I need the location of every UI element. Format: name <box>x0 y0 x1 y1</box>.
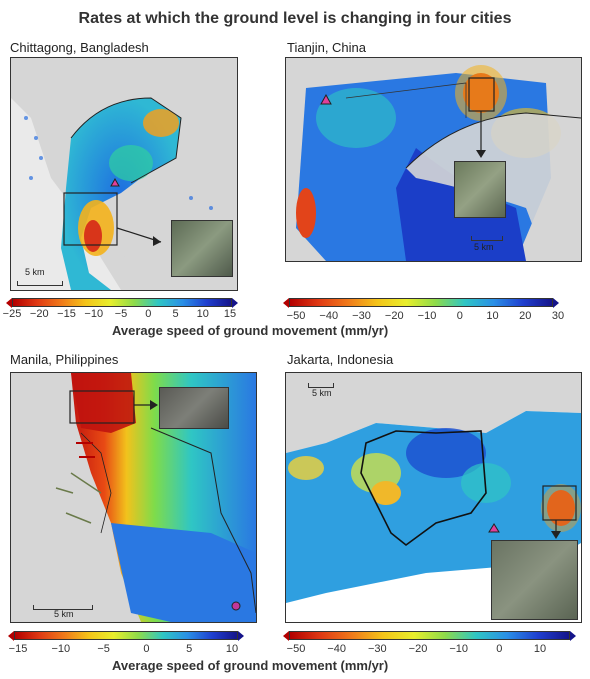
tick: −15 <box>8 643 28 655</box>
tick: 20 <box>519 310 532 322</box>
tick: −5 <box>97 643 110 655</box>
colorbar-arrow-left-3 <box>8 631 14 641</box>
tick: −40 <box>327 643 347 655</box>
tick: −30 <box>367 643 387 655</box>
satellite-inset-manila <box>159 387 229 429</box>
tick: 5 <box>186 643 193 655</box>
tick: 0 <box>145 308 152 320</box>
colorbar-label-top: Average speed of ground movement (mm/yr) <box>112 323 389 338</box>
map-manila[interactable]: 5 km <box>10 372 257 623</box>
tick: 10 <box>225 643 239 655</box>
tick: 10 <box>486 310 499 322</box>
map-jakarta[interactable]: 5 km <box>285 372 582 623</box>
colorbar-arrow-left-1 <box>6 298 12 308</box>
satellite-inset-jakarta <box>491 540 578 620</box>
figure-title: Rates at which the ground level is chang… <box>78 10 512 27</box>
tick: −5 <box>114 308 128 320</box>
scale-bar-manila <box>33 605 93 610</box>
panel-title-chittagong: Chittagong, Bangladesh <box>10 40 149 55</box>
tick: 10 <box>196 308 209 320</box>
tick: −20 <box>29 308 49 320</box>
map-chittagong[interactable]: 5 km <box>10 57 238 291</box>
tick: −10 <box>449 643 469 655</box>
tick: −10 <box>51 643 71 655</box>
tick: −40 <box>319 310 339 322</box>
colorbar-tianjin <box>289 298 553 307</box>
tick: 30 <box>551 310 565 322</box>
scale-bar-tianjin <box>471 236 503 241</box>
colorbar-arrow-right-3 <box>238 631 244 641</box>
colorbar-ticks-manila: −15 −10 −5 0 5 10 <box>9 643 238 657</box>
tick: −20 <box>384 310 404 322</box>
map-manila-drawing <box>11 373 256 622</box>
colorbar-arrow-left-2 <box>283 298 289 308</box>
colorbar-ticks-tianjin: −50 −40 −30 −20 −10 0 10 20 30 <box>287 310 564 324</box>
colorbar-arrow-right-1 <box>232 298 238 308</box>
tick: −20 <box>408 643 428 655</box>
scale-text-manila: 5 km <box>54 609 74 619</box>
panel-title-manila: Manila, Philippines <box>10 352 119 367</box>
scale-text-chittagong: 5 km <box>25 267 45 277</box>
tick: 15 <box>223 308 237 320</box>
colorbar-chittagong <box>12 298 232 307</box>
tick: −10 <box>84 308 104 320</box>
tick: 0 <box>143 643 150 655</box>
tick: −30 <box>352 310 371 322</box>
scale-text-tianjin: 5 km <box>474 242 494 252</box>
colorbar-label-bottom: Average speed of ground movement (mm/yr) <box>112 658 389 673</box>
scale-text-jakarta: 5 km <box>312 388 332 398</box>
colorbar-jakarta <box>289 631 570 640</box>
scale-bar-chittagong <box>17 281 63 286</box>
tick: −10 <box>417 310 437 322</box>
colorbar-manila <box>14 631 238 640</box>
satellite-inset-chittagong <box>171 220 233 277</box>
tick: 0 <box>456 310 463 322</box>
colorbar-arrow-right-4 <box>570 631 576 641</box>
colorbar-arrow-right-2 <box>553 298 559 308</box>
panel-title-jakarta: Jakarta, Indonesia <box>287 352 394 367</box>
satellite-inset-tianjin <box>454 161 506 218</box>
map-tianjin-drawing <box>286 58 581 261</box>
tick: −15 <box>57 308 76 320</box>
tick: 0 <box>496 643 503 655</box>
colorbar-arrow-left-4 <box>283 631 289 641</box>
colorbar-ticks-jakarta: −50 −40 −30 −20 −10 0 10 <box>287 643 546 657</box>
colorbar-ticks-chittagong: −25 −20 −15 −10 −5 0 5 10 15 <box>3 308 236 322</box>
panel-title-tianjin: Tianjin, China <box>287 40 367 55</box>
scale-bar-jakarta <box>308 383 334 388</box>
tick: 5 <box>172 308 179 320</box>
map-tianjin[interactable]: 5 km <box>285 57 582 262</box>
tick: −50 <box>286 310 306 322</box>
tick: 10 <box>533 643 547 655</box>
tick: −50 <box>286 643 306 655</box>
tick: −25 <box>2 308 22 320</box>
